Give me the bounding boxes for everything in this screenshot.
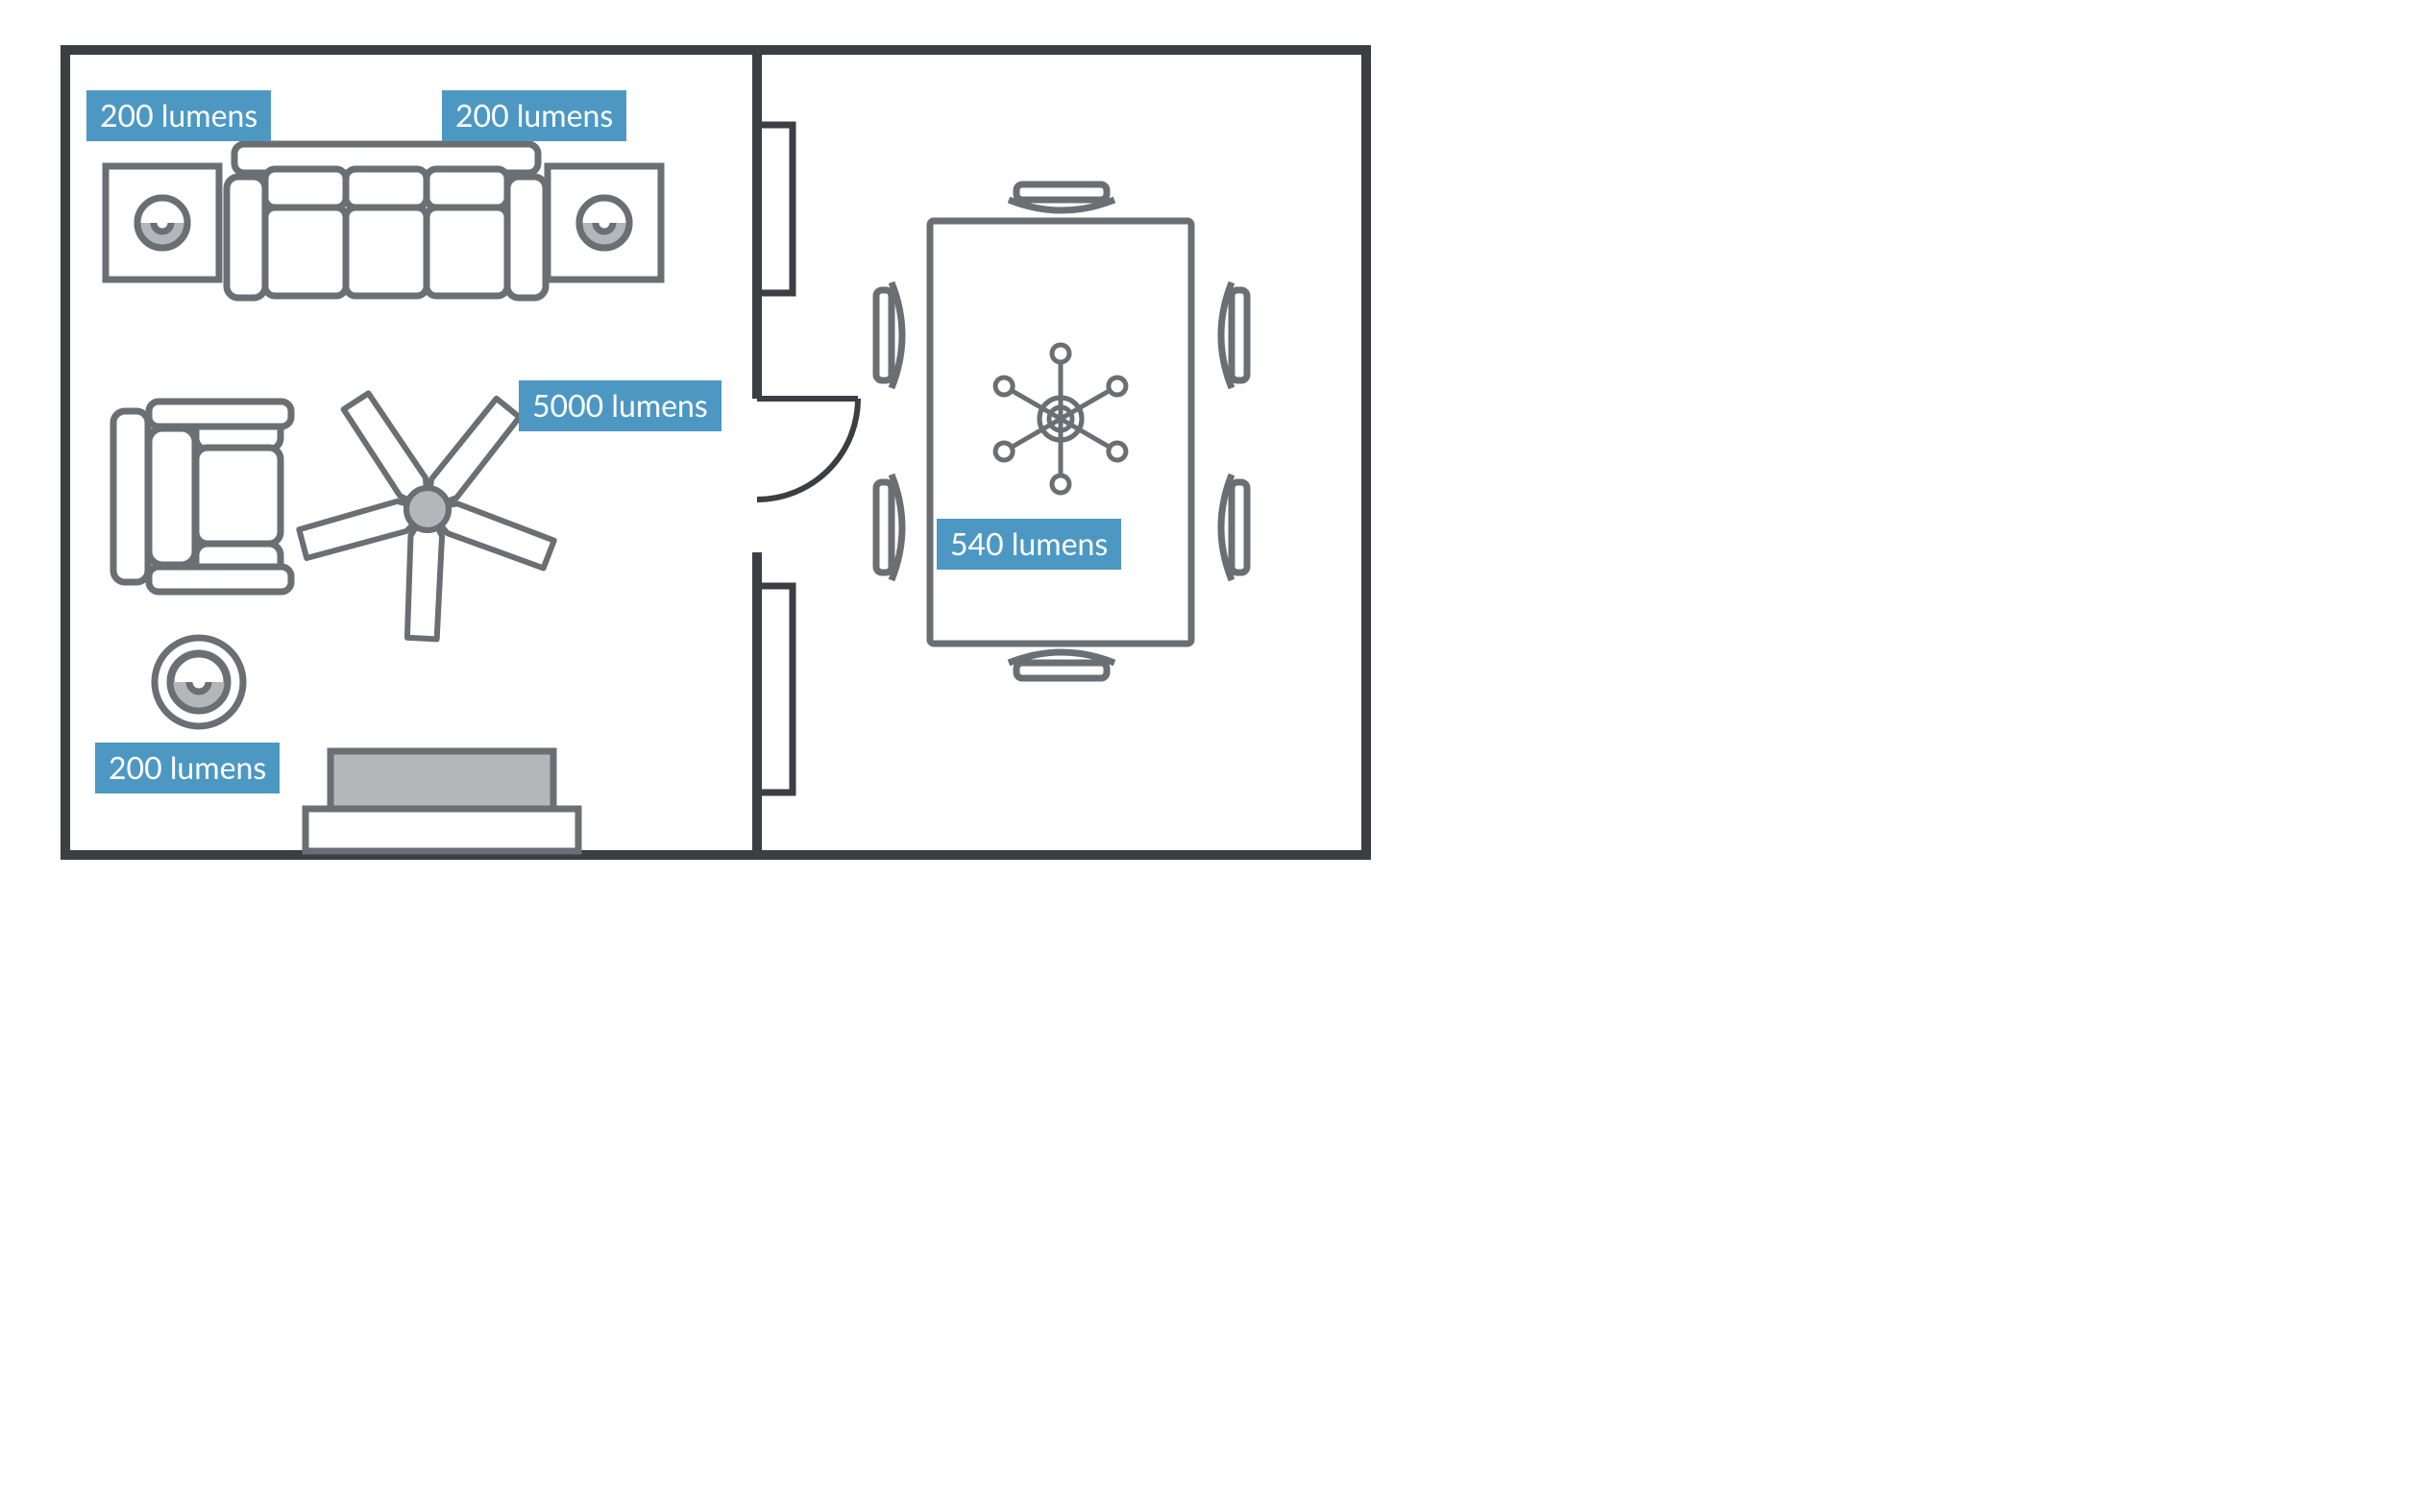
dining-chair-right-top [1221, 282, 1247, 388]
lumens-label-dining: 540 lumens [937, 519, 1121, 570]
dining-chair-left-bottom [876, 475, 902, 580]
sofa [227, 144, 546, 298]
dining-chair-right-bottom [1221, 475, 1247, 580]
lumens-label-top-left: 200 lumens [86, 90, 271, 141]
wall-jog-top [762, 125, 793, 293]
dining-chair-left-top [876, 282, 902, 388]
dining-set [876, 184, 1247, 678]
door-swing [757, 399, 858, 500]
dining-chair-bottom [1009, 652, 1114, 678]
wall-jog-bottom [762, 586, 793, 793]
lumens-label-center: 5000 lumens [519, 380, 721, 431]
lumens-label-bottom: 200 lumens [95, 743, 280, 793]
lumens-label-top-right: 200 lumens [442, 90, 626, 141]
armchair [113, 402, 291, 592]
floor-lamp [155, 638, 243, 726]
fireplace [306, 751, 578, 851]
dining-chair-top [1009, 184, 1114, 210]
side-table-right [548, 166, 661, 280]
side-table-left [106, 166, 219, 280]
floorplan-canvas: 200 lumens 200 lumens 5000 lumens 200 lu… [0, 0, 1431, 893]
